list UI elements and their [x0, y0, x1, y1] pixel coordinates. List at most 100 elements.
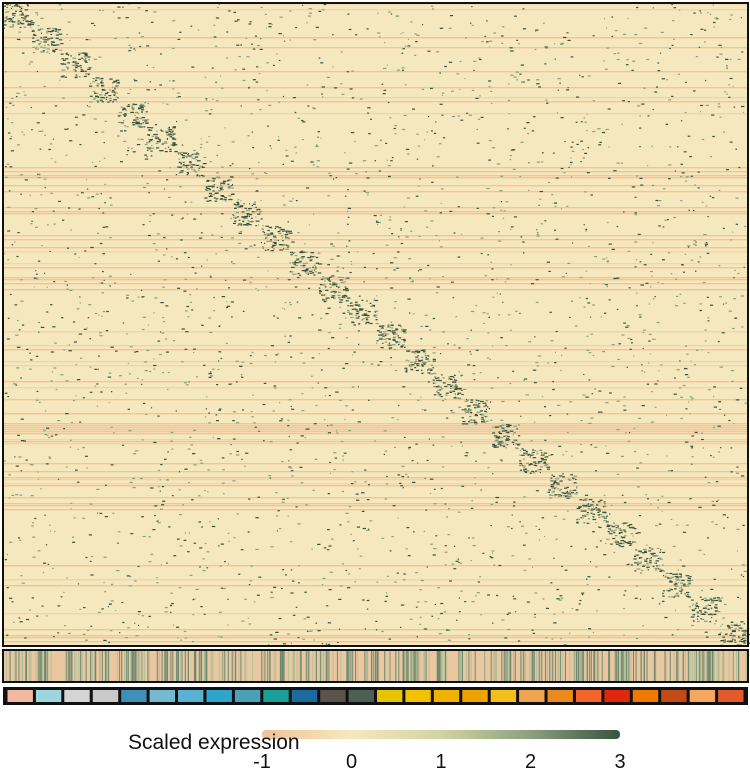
heatmap-cell	[301, 256, 305, 258]
heatmap-cell	[584, 191, 587, 193]
heatmap-cell	[42, 50, 45, 52]
heatmap-cell	[458, 611, 461, 613]
heatmap-cell	[603, 312, 607, 314]
heatmap-cell	[703, 553, 706, 555]
heatmap-cell	[253, 422, 256, 424]
heatmap-cell	[403, 114, 407, 117]
heatmap-cell	[199, 165, 202, 167]
heatmap-cell	[735, 223, 738, 225]
heatmap-cell	[234, 69, 237, 71]
summary-strip-line	[280, 651, 281, 681]
heatmap-cell	[192, 153, 196, 155]
heatmap-cell	[454, 396, 457, 398]
heatmap-cell	[285, 244, 288, 246]
heatmap-cell	[91, 277, 95, 279]
heatmap-cell	[136, 117, 139, 119]
heatmap-cell	[342, 367, 345, 369]
heatmap-row-band	[3, 431, 748, 433]
heatmap-cell	[69, 289, 73, 291]
heatmap-cell	[639, 462, 643, 464]
heatmap-cell	[701, 201, 704, 203]
heatmap-cell	[41, 605, 44, 607]
heatmap-cell	[83, 75, 87, 77]
heatmap-cell	[575, 478, 577, 480]
heatmap-cell	[378, 338, 383, 340]
heatmap-cell	[679, 360, 681, 362]
heatmap-cell	[46, 39, 49, 42]
heatmap-cell	[553, 622, 557, 624]
heatmap-cell	[544, 439, 547, 441]
heatmap-cell	[251, 173, 255, 175]
heatmap-cell	[646, 558, 648, 560]
heatmap-cell	[460, 375, 462, 377]
heatmap-cell	[110, 391, 113, 393]
heatmap-cell	[705, 104, 709, 106]
heatmap-cell	[657, 205, 660, 207]
heatmap-cell	[205, 99, 208, 101]
heatmap-cell	[584, 515, 587, 517]
heatmap-cell	[659, 570, 662, 572]
heatmap-cell	[588, 628, 592, 630]
summary-strip-line	[474, 651, 476, 681]
heatmap-cell	[490, 525, 492, 527]
heatmap-cell	[289, 466, 291, 468]
heatmap-cell	[705, 205, 708, 207]
heatmap-cell	[198, 167, 201, 169]
heatmap-cell	[200, 174, 204, 176]
heatmap-cell	[518, 400, 520, 402]
heatmap-cell	[281, 237, 284, 239]
heatmap-cell	[152, 66, 155, 69]
heatmap-cell	[728, 419, 731, 422]
heatmap-cell	[611, 526, 615, 528]
heatmap-cell	[358, 295, 361, 297]
heatmap-cell	[587, 302, 591, 304]
heatmap-cell	[646, 559, 648, 561]
heatmap-cell	[443, 611, 447, 613]
heatmap-cell	[329, 276, 332, 278]
heatmap-cell	[725, 169, 729, 171]
heatmap-cell	[30, 22, 35, 24]
heatmap-cell	[382, 335, 385, 337]
heatmap-cell	[507, 628, 511, 631]
heatmap-cell	[421, 364, 423, 366]
heatmap-cell	[180, 218, 183, 220]
heatmap-row-band	[3, 211, 748, 213]
heatmap-cell	[480, 414, 485, 416]
heatmap-cell	[665, 572, 670, 574]
heatmap-cell	[737, 625, 739, 627]
heatmap-cell	[599, 499, 603, 501]
heatmap-cell	[318, 353, 320, 355]
heatmap-cell	[101, 101, 104, 103]
heatmap-cell	[560, 495, 563, 497]
heatmap-cell	[351, 471, 354, 473]
cluster-segment	[121, 690, 147, 702]
heatmap-cell	[499, 425, 503, 427]
heatmap-cell	[345, 405, 349, 407]
heatmap-cell	[603, 60, 605, 62]
summary-strip-line	[148, 651, 150, 681]
heatmap-cell	[32, 37, 35, 39]
heatmap-cell	[532, 472, 536, 474]
heatmap-cell	[256, 66, 259, 68]
heatmap-cell	[172, 127, 176, 129]
heatmap-cell	[513, 432, 516, 434]
heatmap-cell	[568, 491, 570, 493]
heatmap-cell	[142, 535, 146, 538]
heatmap-cell	[49, 524, 51, 526]
heatmap-cell	[108, 98, 112, 100]
summary-strip-line	[95, 651, 97, 681]
legend-tick-label: 1	[435, 751, 446, 773]
heatmap-cell	[630, 533, 634, 535]
heatmap-cell	[356, 310, 359, 313]
heatmap-cell	[278, 229, 282, 231]
heatmap-cell	[160, 53, 162, 55]
heatmap-cell	[191, 154, 194, 156]
heatmap-cell	[81, 52, 84, 54]
heatmap-cell	[322, 299, 326, 301]
heatmap-cell	[317, 272, 322, 274]
heatmap-cell	[206, 259, 208, 261]
heatmap-cell	[77, 65, 80, 67]
heatmap-cell	[163, 188, 165, 190]
heatmap-cell	[250, 276, 253, 279]
heatmap-cell	[394, 446, 396, 448]
